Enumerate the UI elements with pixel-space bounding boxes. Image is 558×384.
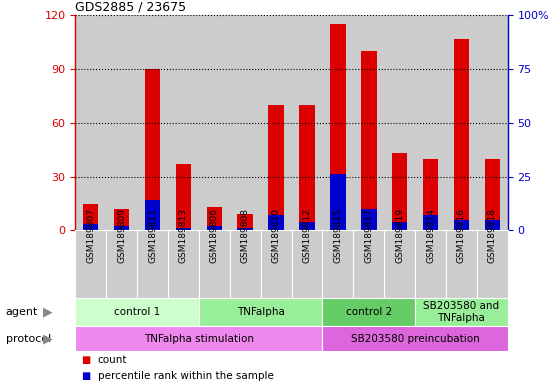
Bar [268,215,284,230]
Bar [415,230,446,298]
Text: GSM189818: GSM189818 [488,208,497,263]
Bar [75,230,106,298]
Text: GSM189806: GSM189806 [210,208,219,263]
Text: agent: agent [6,307,38,317]
Bar [137,15,168,230]
Bar [477,230,508,298]
Bar [423,159,438,230]
Bar [446,230,477,298]
Bar [323,230,353,298]
Bar [75,15,106,230]
Text: GSM189816: GSM189816 [457,208,466,263]
Text: ■: ■ [81,371,90,381]
Text: GSM189811: GSM189811 [148,208,157,263]
Bar [145,200,160,230]
Text: control 2: control 2 [345,307,392,317]
Bar [75,326,323,351]
Bar [261,230,292,298]
Text: ■: ■ [81,354,90,364]
Bar [199,15,230,230]
Bar [392,153,407,230]
Bar [423,215,438,230]
Text: GSM189813: GSM189813 [179,208,188,263]
Text: GDS2885 / 23675: GDS2885 / 23675 [75,0,186,13]
Bar [323,326,508,351]
Bar [361,51,377,230]
Bar [415,15,446,230]
Bar [484,159,500,230]
Text: TNFalpha: TNFalpha [237,307,285,317]
Bar [230,230,261,298]
Text: SB203580 preincubation: SB203580 preincubation [351,334,479,344]
Bar [477,15,508,230]
Text: protocol: protocol [6,334,51,344]
Bar [176,164,191,230]
Text: GSM189810: GSM189810 [272,208,281,263]
Bar [384,230,415,298]
Bar [106,15,137,230]
Text: ▶: ▶ [42,306,52,318]
Bar [199,298,323,326]
Text: GSM189809: GSM189809 [117,208,126,263]
Bar [353,15,384,230]
Bar [83,224,99,230]
Bar [268,105,284,230]
Bar [454,39,469,230]
Bar [384,15,415,230]
Bar [392,222,407,230]
Bar [83,204,99,230]
Text: GSM189808: GSM189808 [240,208,250,263]
Bar [145,69,160,230]
Text: GSM189807: GSM189807 [86,208,95,263]
Bar [484,220,500,230]
Bar [114,226,129,230]
Text: count: count [98,354,127,364]
Bar [206,226,222,230]
Bar [106,230,137,298]
Bar [137,230,168,298]
Bar [323,298,415,326]
Text: GSM189815: GSM189815 [333,208,343,263]
Text: percentile rank within the sample: percentile rank within the sample [98,371,273,381]
Text: ▶: ▶ [42,333,52,345]
Bar [230,15,261,230]
Bar [114,209,129,230]
Bar [446,15,477,230]
Text: TNFalpha stimulation: TNFalpha stimulation [144,334,254,344]
Text: GSM189819: GSM189819 [395,208,404,263]
Bar [330,24,345,230]
Bar [299,105,315,230]
Text: GSM189814: GSM189814 [426,208,435,263]
Bar [292,15,323,230]
Text: SB203580 and
TNFalpha: SB203580 and TNFalpha [424,301,499,323]
Bar [238,228,253,230]
Bar [238,214,253,230]
Bar [415,298,508,326]
Bar [206,207,222,230]
Bar [261,15,292,230]
Bar [323,15,353,230]
Text: GSM189812: GSM189812 [302,208,311,263]
Bar [454,220,469,230]
Bar [353,230,384,298]
Bar [291,230,323,298]
Bar [330,174,345,230]
Bar [199,230,230,298]
Bar [299,222,315,230]
Text: control 1: control 1 [114,307,160,317]
Bar [176,228,191,230]
Bar [75,298,199,326]
Text: GSM189817: GSM189817 [364,208,373,263]
Bar [168,15,199,230]
Bar [168,230,199,298]
Bar [361,209,377,230]
